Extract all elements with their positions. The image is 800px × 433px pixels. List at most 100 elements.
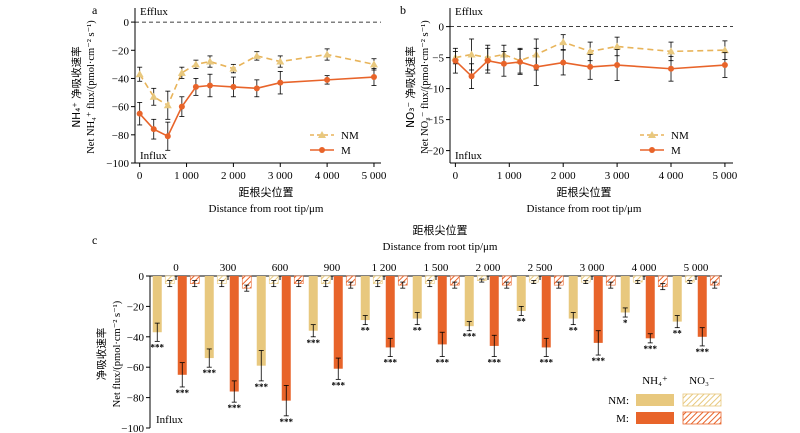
legend-row-m: M:	[616, 413, 629, 425]
y-tick-label: −5	[432, 53, 444, 65]
y-tick-label: −80	[127, 393, 145, 405]
bar-m-nh4	[437, 276, 447, 345]
panel-c-ylabel-zh: 净吸收速率	[95, 328, 108, 381]
panel-c-ylabel-en: Net flux/(pmol·cm⁻² s⁻¹)	[112, 300, 123, 407]
legend-nm-marker	[318, 131, 326, 138]
panel-b-efflux-annotation: Efflux	[455, 6, 483, 18]
data-point-m	[468, 73, 475, 80]
bar-nm-nh4	[152, 276, 162, 333]
significance-label: ***	[592, 356, 606, 366]
panel-a-xlabel-zh: 距根尖位置	[239, 185, 294, 199]
y-tick-label: −10	[427, 84, 445, 96]
significance-label: ***	[203, 368, 217, 378]
data-point-m	[206, 82, 213, 89]
panel-b-line-chart: 0 −5 −10 −15 −20 0 1 000 2 000 3 000 4 000 5 000 E…	[404, 6, 738, 215]
legend-m-marker	[319, 147, 325, 153]
data-point-m	[192, 83, 199, 90]
significance-label: **	[569, 326, 579, 336]
y-tick-label: −20	[127, 301, 145, 313]
legend-swatch-m-no3	[682, 411, 722, 425]
data-point-m	[517, 58, 524, 65]
bar-m-nh4	[333, 276, 343, 369]
panel-a-ylabel-zh: NH₄⁺ 净吸收速率	[70, 46, 83, 127]
significance-label: ***	[228, 403, 242, 413]
data-point-m	[164, 133, 171, 140]
x-tick-label: 1 000	[174, 170, 199, 182]
data-point-m	[668, 65, 675, 72]
significance-label: **	[361, 326, 371, 336]
y-tick-label: −100	[121, 423, 144, 433]
category-label: 0	[173, 262, 179, 274]
bar-m-nh4	[697, 276, 707, 337]
x-tick-label: 3 000	[268, 170, 293, 182]
data-point-nm	[229, 64, 238, 72]
bar-nm-nh4	[672, 276, 682, 322]
data-point-nm	[559, 38, 568, 46]
data-point-nm	[205, 57, 214, 65]
y-tick-label: −60	[127, 362, 145, 374]
category-label: 600	[272, 262, 289, 274]
legend-nm-label: NM	[341, 130, 359, 142]
panel-b-legend: NM M	[640, 130, 689, 157]
panel-a-efflux-annotation: Efflux	[140, 6, 168, 18]
legend-nm-label: NM	[671, 130, 689, 142]
bar-nm-nh4	[256, 276, 266, 366]
significance-label: ***	[151, 342, 165, 352]
data-point-m	[136, 110, 143, 117]
panel-b-influx-annotation: Influx	[455, 150, 482, 162]
y-tick-label: 0	[439, 22, 445, 34]
y-tick-label: −40	[127, 332, 145, 344]
bar-nm-nh4	[620, 276, 630, 313]
panel-b-ylabel-zh: NO₃⁻ 净吸收速率	[404, 46, 417, 128]
category-label: 1 500	[424, 262, 449, 274]
significance-label: ***	[540, 358, 554, 368]
category-label: 900	[324, 262, 341, 274]
category-label: 300	[220, 262, 237, 274]
data-point-m	[324, 76, 331, 83]
legend-m-label: M	[341, 145, 351, 157]
significance-label: ***	[436, 358, 450, 368]
x-tick-label: 0	[137, 170, 143, 182]
panel-a-ylabel-en: Net NH₄⁺ flux/(pmol·cm⁻² s⁻¹)	[86, 20, 97, 154]
category-label: 3 000	[580, 262, 605, 274]
legend-row-nm: NM:	[608, 395, 629, 407]
panel-c-legend: NH₄⁺ NO₃⁻ NM: M:	[608, 375, 722, 425]
data-point-m	[484, 57, 491, 64]
bar-nm-nh4	[516, 276, 526, 311]
legend-nm-marker	[648, 131, 656, 138]
significance-label: ***	[463, 332, 477, 342]
data-point-m	[277, 79, 284, 86]
significance-label: *	[623, 318, 628, 328]
x-tick-label: 5 000	[362, 170, 387, 182]
panel-c-influx-annotation: Influx	[156, 414, 183, 426]
data-point-m	[533, 63, 540, 70]
y-tick-label: 0	[124, 17, 130, 29]
data-point-m	[560, 59, 567, 66]
data-point-m	[370, 74, 377, 81]
panel-b-xlabel-en: Distance from root tip/μm	[527, 203, 642, 215]
significance-label: ***	[696, 347, 710, 357]
data-point-m	[178, 103, 185, 110]
bar-nm-nh4	[360, 276, 370, 321]
y-tick-label: −60	[112, 102, 130, 114]
significance-label: ***	[307, 338, 321, 348]
legend-swatch-m-nh4	[636, 412, 674, 424]
y-tick-label: 0	[139, 271, 145, 283]
bar-m-nh4	[489, 276, 499, 346]
data-point-nm	[135, 70, 144, 78]
series-line-nm	[139, 53, 375, 107]
panel-c-bar-chart: 距根尖位置 Distance from root tip/μm 净吸收速率 Ne…	[95, 223, 722, 433]
data-point-nm	[163, 101, 172, 109]
category-label: 2 000	[476, 262, 501, 274]
y-tick-label: −20	[112, 45, 130, 57]
panel-label-b: b	[400, 3, 406, 17]
category-label: 1 200	[372, 262, 397, 274]
x-tick-label: 5 000	[713, 170, 738, 182]
bar-m-nh4	[177, 276, 187, 375]
x-tick-label: 4 000	[315, 170, 340, 182]
significance-label: ***	[332, 380, 346, 390]
bar-m-nh4	[281, 276, 291, 401]
significance-label: ***	[176, 388, 190, 398]
y-tick-label: −20	[427, 146, 445, 158]
data-point-m	[721, 62, 728, 69]
